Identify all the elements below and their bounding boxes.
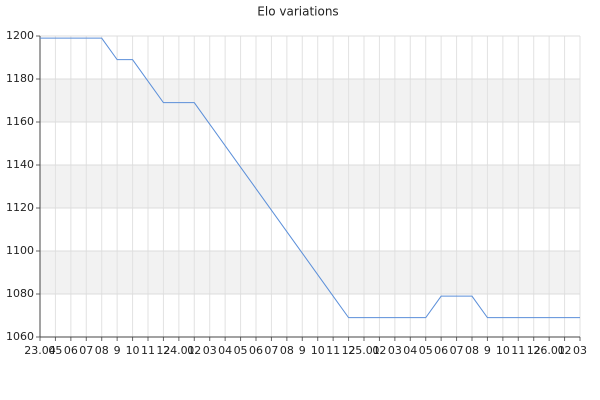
x-tick-label: 02: [372, 344, 386, 357]
x-tick-label: 9: [114, 344, 121, 357]
x-tick-label: 10: [126, 344, 140, 357]
y-tick-label: 1120: [6, 201, 34, 214]
y-tick-label: 1080: [6, 287, 34, 300]
x-tick-label: 08: [280, 344, 294, 357]
x-tick-label: 03: [203, 344, 217, 357]
x-tick-label: 23.04: [24, 344, 56, 357]
x-tick-label: 11: [141, 344, 155, 357]
x-tick-label: 24.01: [163, 344, 195, 357]
x-tick-label: 02: [558, 344, 572, 357]
x-tick-label: 25.01: [348, 344, 380, 357]
x-tick-label: 05: [419, 344, 433, 357]
x-tick-label: 12: [156, 344, 170, 357]
x-tick-label: 08: [95, 344, 109, 357]
x-tick-label: 04: [218, 344, 232, 357]
y-tick-label: 1100: [6, 244, 34, 257]
x-tick-label: 10: [311, 344, 325, 357]
x-tick-label: 26.01: [533, 344, 565, 357]
x-tick-label: 11: [326, 344, 340, 357]
x-tick-label: 9: [484, 344, 491, 357]
x-tick-label: 06: [249, 344, 263, 357]
x-tick-label: 06: [434, 344, 448, 357]
x-tick-label: 05: [234, 344, 248, 357]
x-tick-label: 11: [511, 344, 525, 357]
x-tick-label: 12: [342, 344, 356, 357]
x-tick-label: 07: [450, 344, 464, 357]
y-tick-label: 1140: [6, 158, 34, 171]
x-tick-label: 12: [527, 344, 541, 357]
chart-title: Elo variations: [257, 5, 338, 19]
x-tick-label: 02: [187, 344, 201, 357]
x-tick-label: 10: [496, 344, 510, 357]
x-tick-label: 05: [48, 344, 62, 357]
x-tick-label: 03: [573, 344, 587, 357]
y-tick-label: 1180: [6, 72, 34, 85]
y-tick-label: 1060: [6, 330, 34, 343]
x-tick-label: 07: [264, 344, 278, 357]
grid-band: [40, 251, 580, 294]
y-tick-label: 1160: [6, 115, 34, 128]
x-tick-label: 03: [388, 344, 402, 357]
x-tick-label: 08: [465, 344, 479, 357]
y-tick-label: 1200: [6, 29, 34, 42]
grid-band: [40, 165, 580, 208]
grid-band: [40, 79, 580, 122]
x-tick-label: 04: [403, 344, 417, 357]
x-tick-label: 9: [299, 344, 306, 357]
line: [40, 37, 580, 319]
x-tick-label: 06: [64, 344, 78, 357]
x-tick-label: 07: [79, 344, 93, 357]
